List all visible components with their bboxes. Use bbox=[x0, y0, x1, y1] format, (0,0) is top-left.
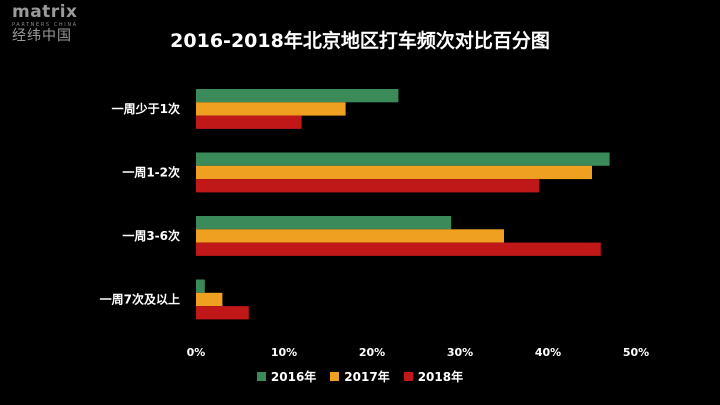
legend-item-2017: 2017年 bbox=[330, 368, 390, 385]
bar-2016-cat0 bbox=[196, 89, 399, 103]
x-tick-label-2: 20% bbox=[359, 346, 385, 359]
logo-main-text: matrix bbox=[12, 2, 78, 22]
legend-swatch-2017 bbox=[330, 372, 340, 381]
chart-legend: 2016年 2017年 2018年 bbox=[0, 368, 720, 385]
x-tick-label-3: 30% bbox=[447, 346, 473, 359]
bar-2016-cat3 bbox=[196, 279, 205, 293]
logo-cn-text: 经纬中国 bbox=[12, 28, 72, 44]
legend-label-2018: 2018年 bbox=[417, 370, 464, 384]
chart-title: 2016-2018年北京地区打车频次对比百分图 bbox=[170, 30, 550, 52]
category-label-0: 一周少于1次 bbox=[112, 101, 180, 116]
x-tick-label-5: 50% bbox=[623, 346, 649, 359]
bar-2018-cat1 bbox=[196, 179, 540, 193]
logo-sub-text: PARTNERS CHINA bbox=[12, 22, 78, 28]
bar-2017-cat1 bbox=[196, 165, 592, 180]
bar-2016-cat1 bbox=[196, 152, 610, 166]
category-label-2: 一周3-6次 bbox=[122, 228, 180, 243]
bar-2018-cat3 bbox=[196, 306, 249, 320]
legend-item-2018: 2018年 bbox=[403, 368, 464, 385]
category-label-3: 一周7次及以上 bbox=[100, 291, 180, 306]
bar-2017-cat3 bbox=[196, 292, 223, 307]
x-tick-label-1: 10% bbox=[271, 346, 297, 359]
legend-swatch-2018 bbox=[403, 372, 413, 381]
bar-2017-cat0 bbox=[196, 102, 346, 116]
legend-swatch-2016 bbox=[256, 372, 266, 381]
bar-2017-cat2 bbox=[196, 229, 504, 243]
legend-item-2016: 2016年 bbox=[256, 368, 317, 385]
category-label-1: 一周1-2次 bbox=[122, 164, 180, 179]
bar-2018-cat2 bbox=[196, 242, 601, 256]
bar-2018-cat0 bbox=[196, 115, 302, 129]
bar-2016-cat2 bbox=[196, 216, 452, 230]
matrix-logo: matrix PARTNERS CHINA 经纬中国 bbox=[12, 2, 78, 44]
legend-label-2016: 2016年 bbox=[270, 370, 317, 384]
x-tick-label-4: 40% bbox=[535, 346, 561, 359]
x-tick-label-0: 0% bbox=[187, 346, 206, 359]
legend-label-2017: 2017年 bbox=[344, 370, 390, 384]
